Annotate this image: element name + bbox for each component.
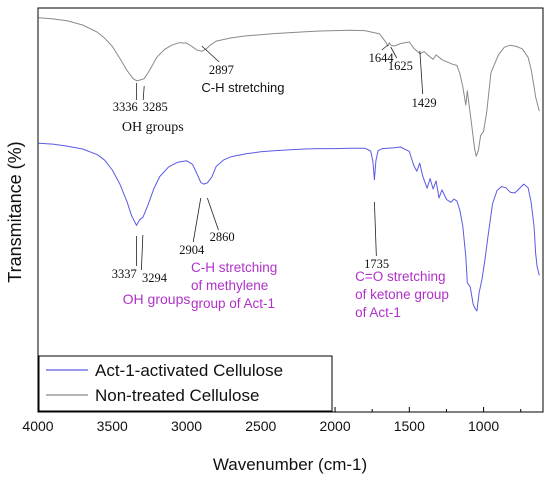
- annotation-leader: [374, 201, 377, 257]
- plot-area: [37, 7, 544, 413]
- annotation-co-1: C=O stretching: [355, 269, 445, 284]
- x-tick-label: 4000: [22, 418, 53, 434]
- annotation-a3285: 3285: [143, 100, 168, 114]
- annotation-leader: [192, 197, 202, 243]
- series-layer: [38, 17, 540, 312]
- x-tick-label: 1000: [468, 418, 499, 434]
- annotation-a1735: 1735: [364, 257, 389, 271]
- legend-label: Non-treated Cellulose: [95, 386, 259, 405]
- annotation-co-3: of Act-1: [355, 305, 401, 320]
- x-tick-label: 1500: [394, 418, 425, 434]
- annotation-leader: [390, 46, 398, 59]
- annotation-leader: [381, 44, 389, 51]
- annotation-co-2: of ketone group: [355, 287, 449, 302]
- annotation-leaders: [136, 44, 424, 271]
- annotation-ch-bot3: group of Act-1: [191, 296, 275, 311]
- annotation-a1625: 1625: [388, 59, 413, 73]
- annotation-leader: [419, 50, 424, 95]
- annotation-leader: [201, 45, 220, 63]
- legend: Act-1-activated Cellulose Non-treated Cel…: [38, 355, 333, 412]
- annotation-ch-top: C-H stretching: [201, 80, 284, 95]
- x-tick-label: 2000: [319, 418, 350, 434]
- annotation-a1429: 1429: [412, 96, 437, 110]
- annotation-ch-bot2: of methylene: [191, 278, 268, 293]
- x-ticks: 4000 3500 3000 2500 2000 1500 1000: [22, 407, 522, 434]
- series-line-act-1-activated-cellulose: [38, 142, 540, 312]
- x-axis-label: Wavenumber (cm-1): [213, 455, 367, 474]
- annotation-a2897: 2897: [209, 63, 234, 77]
- x-tick-label: 3500: [97, 418, 128, 434]
- annotation-a1644: 1644: [369, 51, 395, 65]
- legend-label: Act-1-activated Cellulose: [95, 361, 283, 380]
- annotation-oh-bot: OH groups: [123, 291, 191, 307]
- annotation-a3336: 3336: [113, 100, 138, 114]
- legend-box: [38, 355, 333, 412]
- annotation-ch-bot1: C-H stretching: [191, 260, 277, 275]
- annotation-leader: [142, 85, 145, 101]
- annotation-leader: [206, 197, 219, 231]
- annotation-a3294: 3294: [142, 271, 168, 285]
- annotation-leader: [140, 234, 144, 271]
- x-tick-label: 2500: [245, 418, 276, 434]
- annotation-a3337: 3337: [112, 267, 137, 281]
- series-line-non-treated-cellulose: [38, 17, 540, 157]
- annotation-oh-top: OH groups: [122, 120, 184, 135]
- annotation-a2904: 2904: [179, 243, 205, 257]
- y-axis-label: Transmitance (%): [5, 141, 25, 282]
- x-tick-label: 3000: [171, 418, 202, 434]
- annotation-a2860: 2860: [210, 230, 235, 244]
